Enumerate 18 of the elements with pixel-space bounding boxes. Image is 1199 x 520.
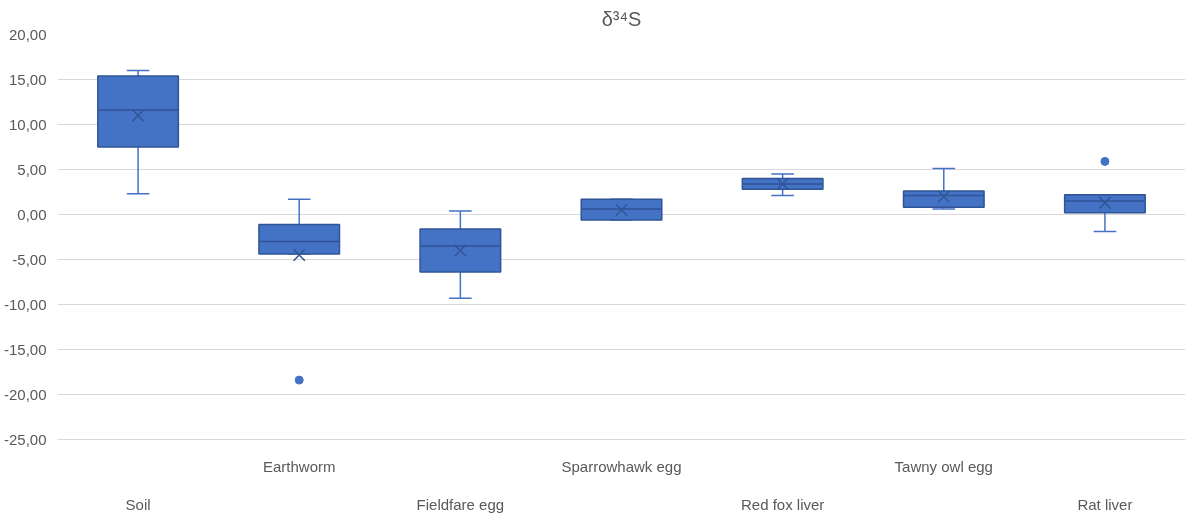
chart-title: δ³⁴S (601, 7, 642, 30)
y-tick-label: -25,00 (3, 430, 47, 448)
y-tick-label: -15,00 (3, 340, 47, 358)
x-tick-label: Earthworm (262, 457, 336, 475)
x-tick-label: Soil (125, 495, 151, 513)
y-tick-label: 0,00 (17, 205, 47, 223)
x-tick-label: Sparrowhawk egg (561, 457, 682, 475)
y-tick-label: -5,00 (12, 250, 47, 268)
y-tick-label: -10,00 (3, 295, 47, 313)
y-tick-label: 20,00 (8, 25, 47, 43)
y-tick-label: -20,00 (3, 385, 47, 403)
y-tick-label: 10,00 (8, 115, 47, 133)
y-tick-label: 5,00 (17, 160, 47, 178)
x-tick-label: Red fox liver (740, 495, 825, 513)
x-tick-label: Rat liver (1077, 495, 1133, 513)
x-tick-label: Tawny owl egg (894, 457, 993, 475)
x-tick-label: Fieldfare egg (416, 495, 505, 513)
y-tick-label: 15,00 (8, 70, 47, 88)
